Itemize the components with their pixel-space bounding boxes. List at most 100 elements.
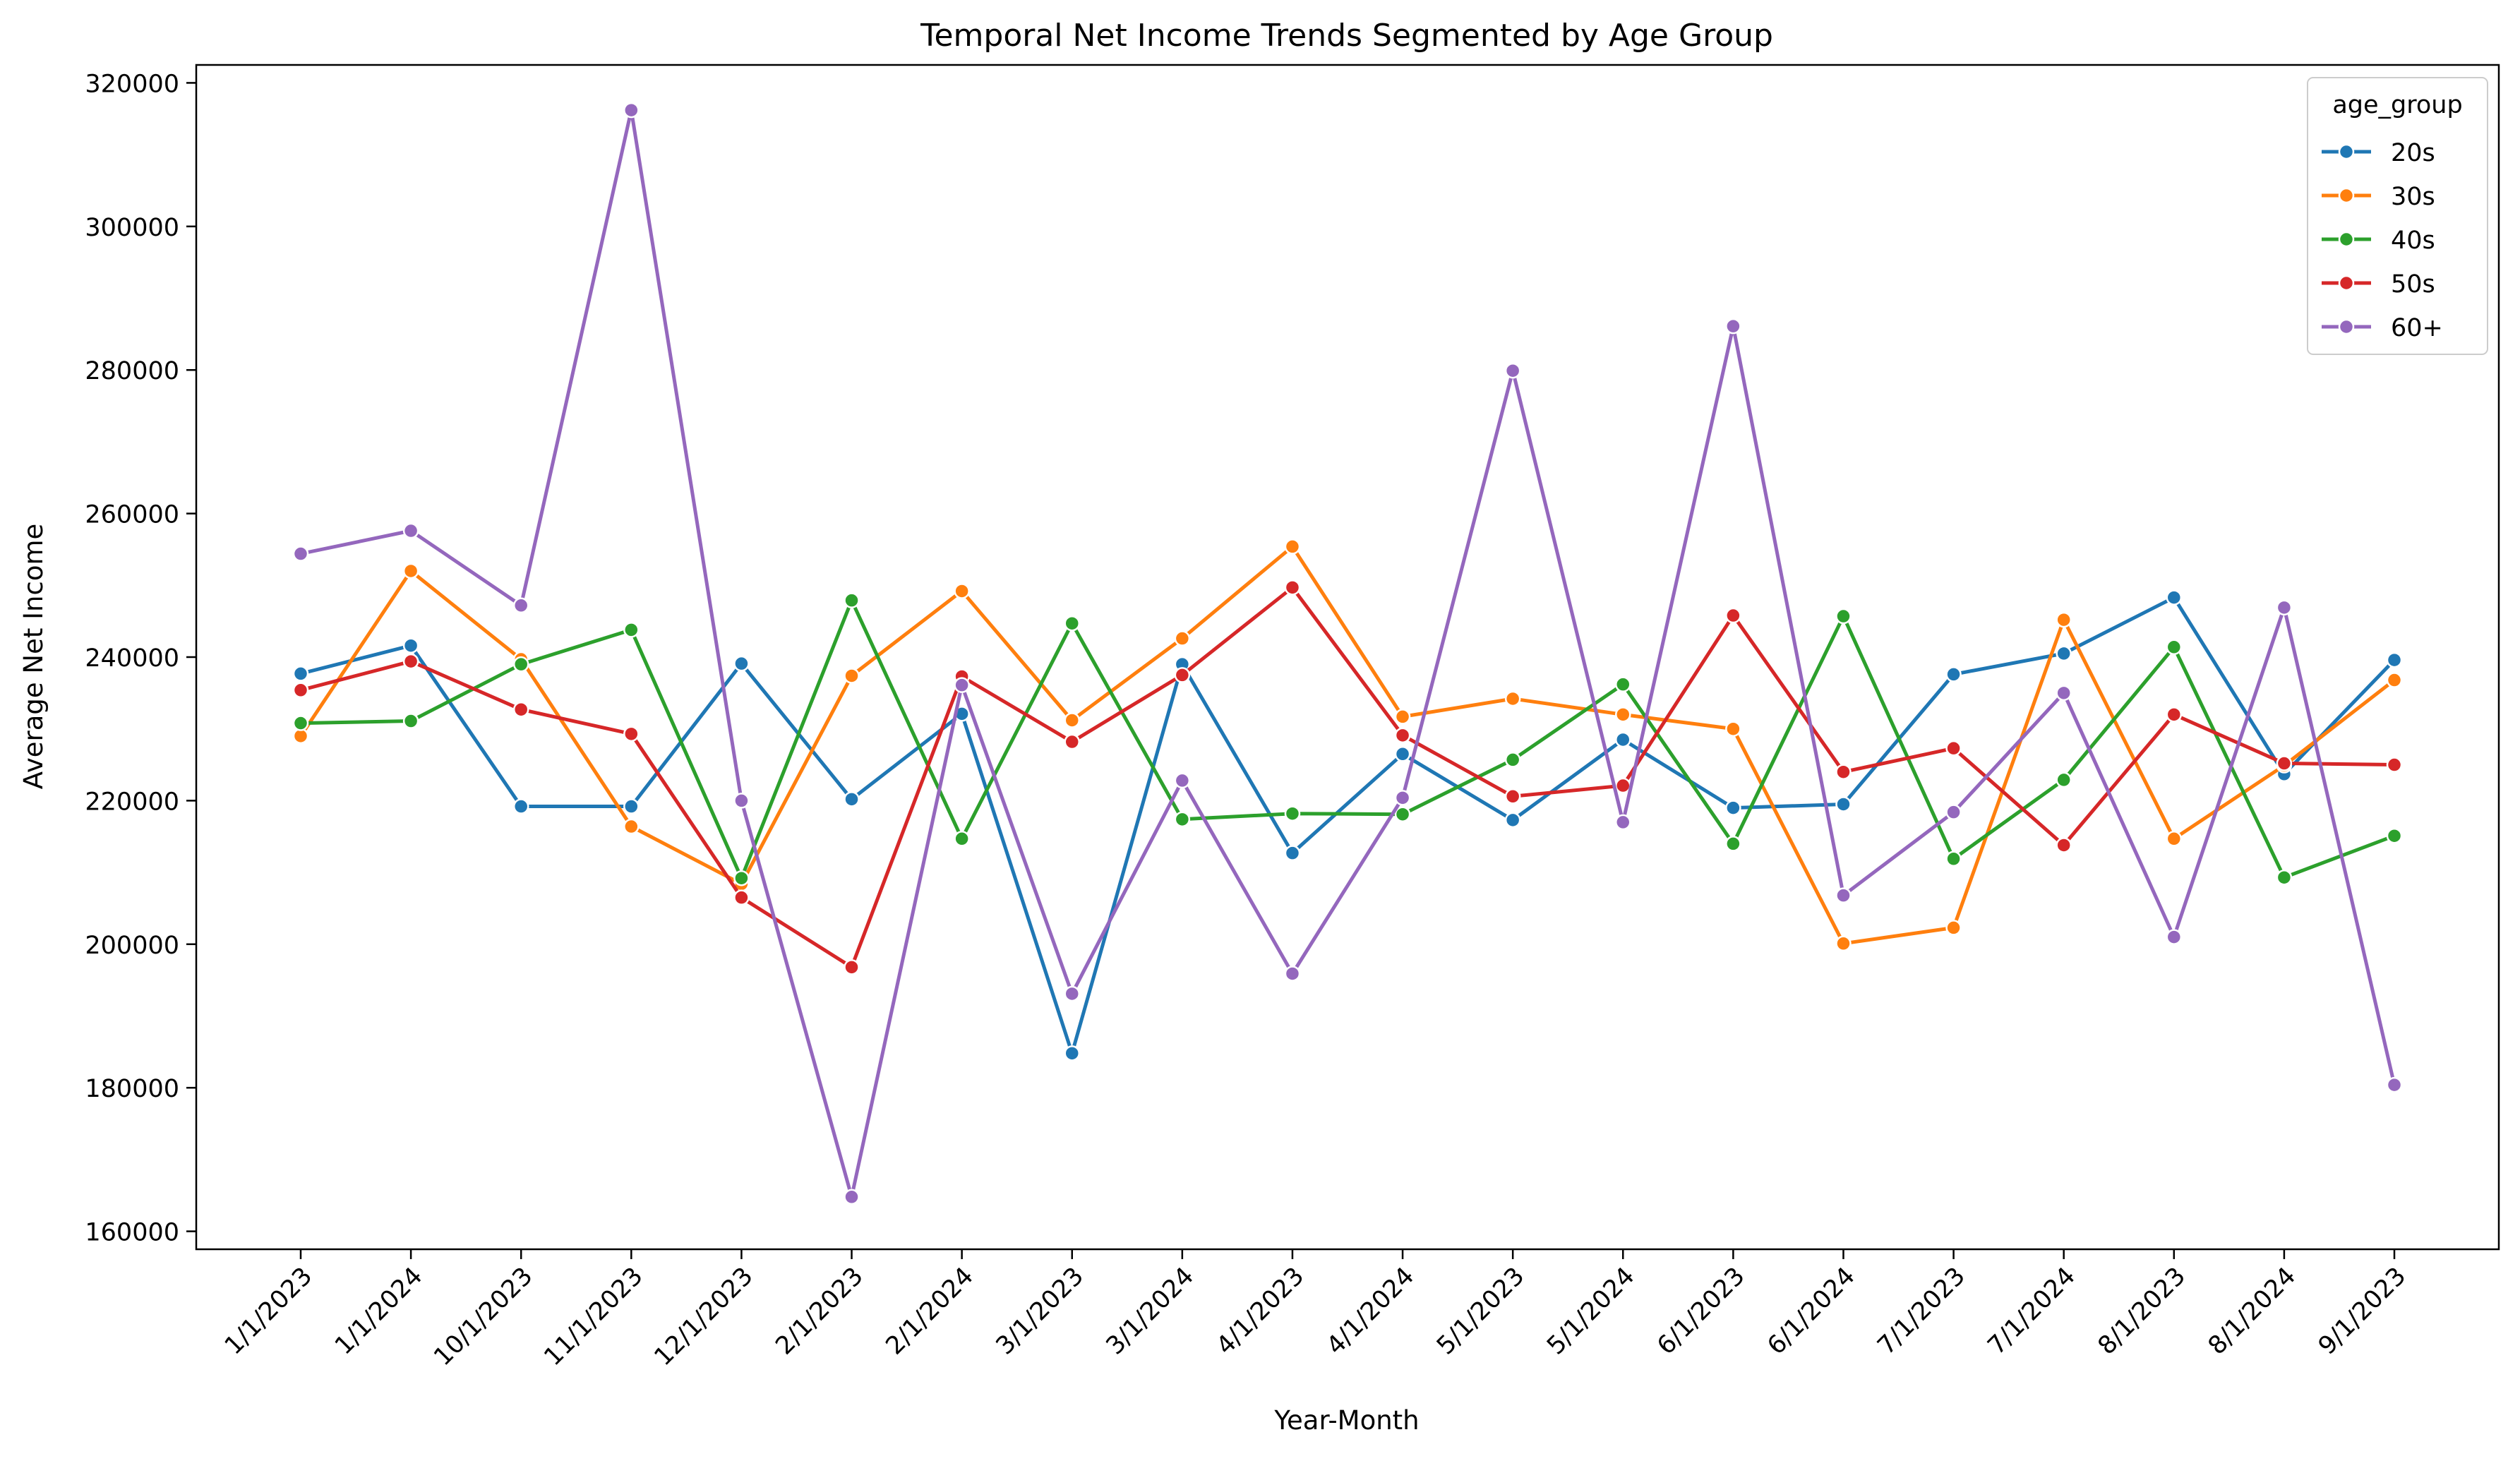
data-point [1284,966,1301,982]
y-tick-label: 240000 [85,644,179,673]
data-point [623,102,640,119]
data-point [1835,608,1852,625]
data-point [2056,645,2072,662]
legend-item: 40s [2322,227,2435,255]
data-point [2166,831,2183,847]
data-point [1064,733,1080,750]
data-point [1504,362,1521,379]
data-point [1725,721,1741,737]
data-point [623,622,640,638]
data-point [1835,935,1852,952]
legend-marker [2338,318,2355,335]
y-tick-label: 180000 [85,1075,179,1103]
data-point [512,798,529,814]
data-point [1064,985,1080,1002]
legend-title: age_group [2332,91,2462,119]
y-tick-label: 280000 [85,357,179,385]
y-tick-label: 300000 [85,214,179,242]
data-point [1064,615,1080,632]
data-point [2056,611,2072,628]
legend-marker [2338,275,2355,291]
data-point [1835,796,1852,812]
legend-label: 50s [2391,270,2435,299]
data-point [1615,707,1631,723]
legend-marker [2338,187,2355,204]
data-point [954,677,970,693]
data-point [1284,845,1301,861]
series-line [300,596,2396,1055]
data-point [2386,651,2403,668]
data-point [292,728,309,745]
data-point [623,798,640,814]
data-point [1615,814,1631,831]
data-point [2166,639,2183,656]
legend-label: 40s [2391,227,2435,255]
legend-marker [2338,143,2355,160]
data-point [1174,667,1191,683]
series-20s [292,589,2403,1062]
y-tick-label: 260000 [85,501,179,529]
series-line [299,544,2396,946]
data-point [1504,812,1521,829]
data-point [954,831,970,847]
data-point [623,818,640,835]
data-point [1394,806,1411,822]
data-point [2386,827,2403,844]
data-point [512,656,529,673]
legend-label: 20s [2391,139,2435,167]
legend: age_group 20s 30s 40s 50s 60+ [2307,77,2488,355]
legend-item: 50s [2322,270,2435,299]
legend-label: 60+ [2391,314,2443,342]
data-point [512,701,529,718]
data-point [1394,709,1411,725]
data-point [2276,599,2293,616]
data-point [402,653,419,670]
data-point [733,889,750,906]
series-60plus [292,102,2403,1206]
legend-marker [2338,231,2355,248]
data-point [1945,666,1962,683]
series-line [300,108,2396,1199]
data-point [402,637,419,654]
data-point [2166,929,2183,945]
legend-item: 30s [2322,183,2435,211]
data-point [2166,589,2183,606]
data-point [1064,712,1080,728]
legend-label: 30s [2391,183,2435,211]
data-point [2056,837,2072,853]
data-point [292,715,309,731]
data-point [1835,887,1852,903]
data-point [844,1189,860,1206]
data-point [954,583,970,599]
data-point [1504,752,1521,768]
legend-item: 60+ [2322,314,2443,342]
series-50s [292,579,2403,975]
data-point [402,563,419,579]
data-point [2276,869,2293,886]
x-axis-label: Year-Month [1273,1405,1419,1436]
data-point [292,682,309,699]
data-point [844,959,860,975]
data-point [1394,727,1411,744]
data-point [623,726,640,742]
data-point [844,791,860,807]
data-point [733,870,750,886]
data-point [1174,772,1191,789]
legend-item: 20s [2322,139,2435,167]
data-point [1725,836,1741,852]
data-point [1174,630,1191,647]
data-point [1615,731,1631,748]
data-point [1284,805,1301,822]
data-point [2386,757,2403,773]
data-point [1174,811,1191,828]
data-point [844,592,860,608]
data-point [1284,579,1301,596]
data-point [733,793,750,809]
data-point [1725,318,1741,335]
data-point [1615,777,1631,794]
data-point [1945,850,1962,867]
data-point [1725,607,1741,624]
chart-title: Temporal Net Income Trends Segmented by … [920,18,1773,54]
